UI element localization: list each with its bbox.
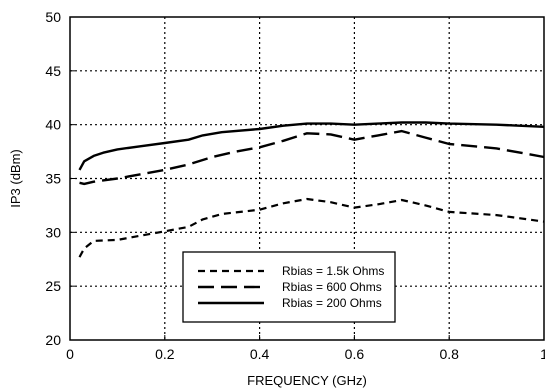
- y-tick-label: 40: [45, 117, 61, 133]
- y-tick-label: 20: [45, 332, 61, 348]
- legend-label: Rbias = 200 Ohms: [282, 296, 382, 310]
- axis-ticks: 0 0.2 0.4 0.6 0.8 1 20 25 30 35 40 45 50: [45, 9, 545, 362]
- series-line: [78, 197, 545, 258]
- x-tick-label: 0.6: [345, 346, 365, 362]
- x-tick-label: 0.2: [155, 346, 175, 362]
- legend: Rbias = 1.5k Ohms Rbias = 600 Ohms Rbias =…: [182, 251, 396, 323]
- x-tick-label: 0: [66, 346, 74, 362]
- series-line: [78, 121, 545, 171]
- y-tick-label: 50: [45, 9, 61, 25]
- series-line: [79, 129, 545, 186]
- x-tick-label: 0.8: [439, 346, 459, 362]
- legend-box: [182, 251, 396, 323]
- y-axis-label: IP3 (dBm): [8, 149, 23, 208]
- x-axis-label: FREQUENCY (GHz): [247, 373, 367, 388]
- x-tick-label: 0.4: [250, 346, 270, 362]
- x-tick-label: 1: [540, 346, 545, 362]
- y-tick-label: 45: [45, 63, 61, 79]
- legend-label: Rbias = 1.5k Ohms: [282, 264, 384, 278]
- y-tick-label: 25: [45, 278, 61, 294]
- series-lines: [78, 121, 545, 258]
- y-tick-label: 35: [45, 171, 61, 187]
- legend-label: Rbias = 600 Ohms: [282, 280, 382, 294]
- y-tick-label: 30: [45, 224, 61, 240]
